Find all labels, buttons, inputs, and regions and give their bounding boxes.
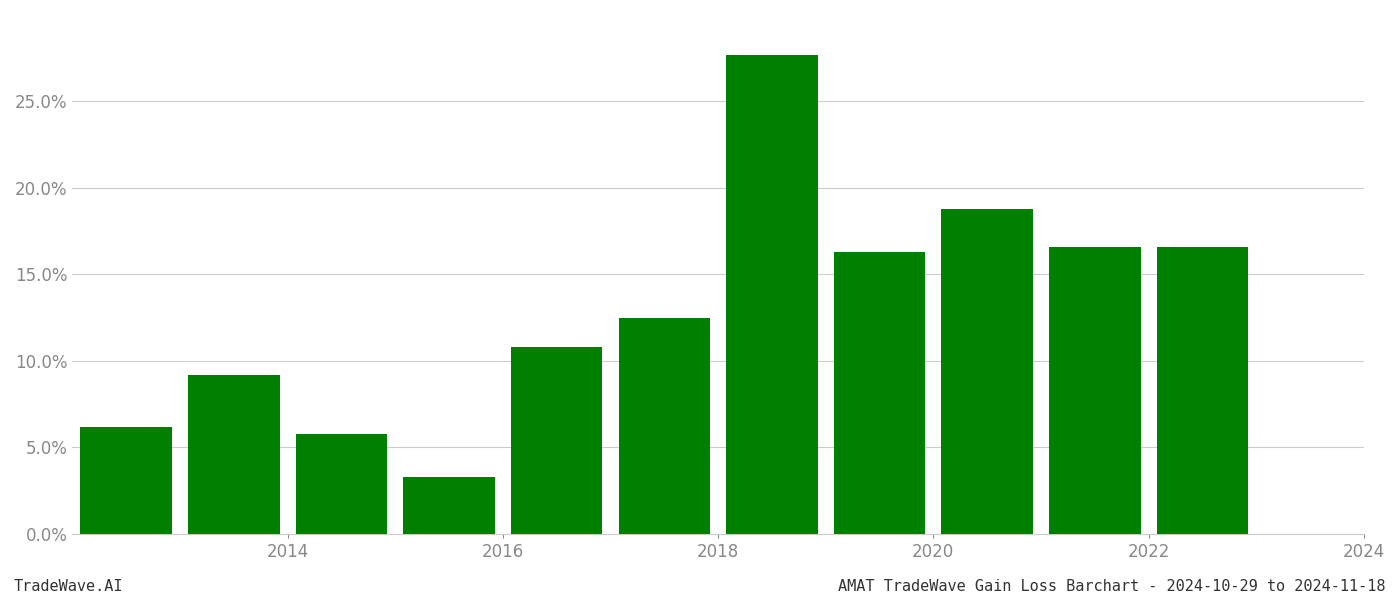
Bar (403, 477, 494, 534)
Bar (188, 375, 280, 534)
Text: AMAT TradeWave Gain Loss Barchart - 2024-10-29 to 2024-11-18: AMAT TradeWave Gain Loss Barchart - 2024… (839, 579, 1386, 594)
Bar (80, 427, 172, 534)
Bar (727, 55, 818, 534)
Bar (1049, 247, 1141, 534)
Bar (295, 434, 388, 534)
Text: TradeWave.AI: TradeWave.AI (14, 579, 123, 594)
Bar (1156, 247, 1249, 534)
Bar (619, 318, 710, 534)
Bar (511, 347, 602, 534)
Bar (834, 252, 925, 534)
Bar (941, 209, 1033, 534)
